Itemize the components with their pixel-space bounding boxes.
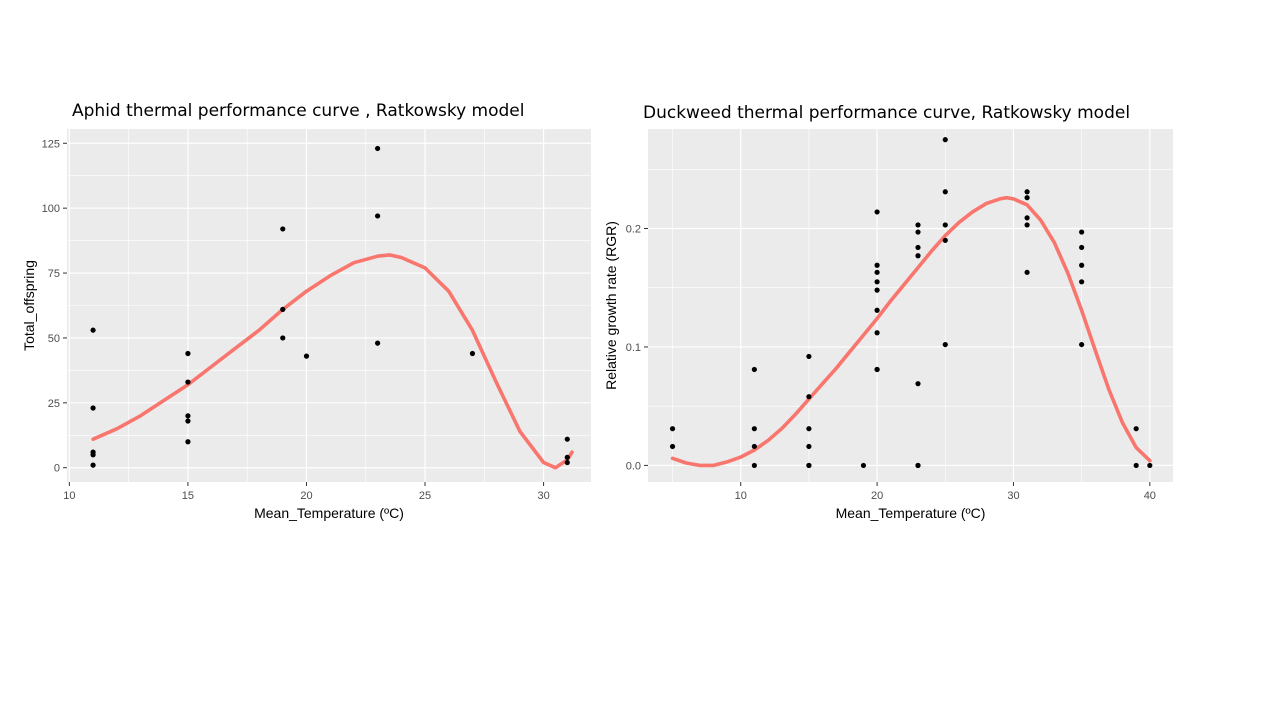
data-point: [942, 341, 948, 348]
data-point: [90, 462, 96, 468]
data-point: [806, 394, 812, 400]
x-tick-label: 25: [419, 490, 431, 502]
data-point: [564, 436, 570, 442]
data-point: [564, 459, 570, 466]
data-point: [564, 454, 570, 460]
data-point: [90, 452, 96, 458]
data-point: [1024, 269, 1030, 275]
data-point: [915, 381, 921, 387]
data-point: [375, 145, 381, 152]
x-tick-label: 40: [1144, 490, 1156, 502]
x-tick-label: 15: [182, 490, 194, 502]
data-point: [942, 237, 948, 243]
data-point: [469, 350, 476, 357]
data-point: [874, 279, 880, 285]
data-point: [375, 213, 381, 219]
data-point: [806, 353, 812, 360]
data-point: [915, 462, 921, 469]
data-point: [90, 405, 96, 411]
aphid-chart: 10 15 20 25 30 0 25 50 75 100 125 Aphid thermal per…: [21, 101, 591, 521]
chart-title: Duckweed thermal performance curve, Ratk…: [643, 103, 1130, 123]
data-point: [751, 462, 757, 469]
data-point: [874, 209, 880, 215]
data-point: [185, 418, 191, 424]
data-point: [280, 335, 286, 341]
y-tick-label: 0.1: [626, 342, 641, 354]
y-tick-label: 100: [42, 203, 60, 215]
y-tick-label: 0.0: [626, 460, 641, 472]
data-point: [303, 353, 310, 359]
data-point: [185, 439, 191, 445]
data-point: [751, 443, 757, 450]
data-point: [874, 262, 880, 268]
data-point: [669, 426, 676, 432]
y-tick-label: 0.2: [626, 224, 641, 236]
data-point: [185, 413, 191, 419]
data-point: [751, 366, 757, 373]
data-point: [915, 244, 921, 251]
y-tick-label: 125: [42, 138, 60, 150]
data-point: [1079, 262, 1085, 268]
y-tick-label: 25: [48, 398, 60, 410]
data-point: [874, 366, 880, 373]
x-tick-label: 20: [871, 490, 883, 502]
x-tick-label: 10: [63, 490, 75, 502]
y-tick-label: 50: [48, 333, 60, 345]
x-tick-label: 10: [735, 490, 747, 502]
chart-title: Aphid thermal performance curve , Ratkow…: [72, 101, 524, 121]
data-point: [1133, 462, 1139, 469]
data-point: [874, 287, 880, 293]
data-point: [942, 189, 948, 195]
model-curve-line: [91, 253, 574, 470]
data-point: [915, 222, 921, 228]
data-point: [915, 229, 921, 235]
data-point: [942, 137, 948, 143]
data-point: [915, 253, 921, 259]
data-point: [874, 269, 880, 275]
y-axis-label: Relative growth rate (RGR): [603, 221, 619, 390]
data-point: [280, 306, 286, 312]
data-point: [1024, 215, 1030, 221]
y-tick-label: 75: [48, 268, 60, 280]
duckweed-chart: 10 20 30 40 0.0 0.1 0.2 Duckweed thermal perfor…: [603, 103, 1173, 521]
x-tick-label: 20: [300, 490, 312, 502]
y-axis-label: Total_offspring: [21, 260, 37, 351]
data-point: [874, 307, 880, 313]
data-point: [185, 379, 191, 385]
plot-panel: [648, 129, 1173, 482]
data-point: [1079, 244, 1085, 251]
data-point: [874, 330, 880, 336]
data-point: [806, 462, 812, 469]
data-point: [806, 426, 812, 432]
data-point: [806, 443, 812, 450]
data-point: [185, 350, 191, 357]
data-point: [669, 443, 676, 450]
data-point: [1079, 341, 1085, 348]
data-point: [1079, 279, 1085, 285]
data-point: [1024, 222, 1030, 228]
x-tick-label: 30: [1007, 490, 1019, 502]
model-curve-line: [670, 195, 1152, 468]
data-point: [1024, 195, 1030, 201]
x-axis-label: Mean_Temperature (ºC): [836, 505, 986, 521]
data-point: [942, 222, 948, 228]
data-point: [375, 340, 381, 346]
data-point: [751, 426, 757, 432]
data-point: [280, 226, 286, 232]
data-point: [1079, 229, 1085, 235]
data-point: [1147, 462, 1153, 469]
data-point: [860, 462, 867, 469]
data-point: [1133, 426, 1139, 432]
x-axis-label: Mean_Temperature (ºC): [254, 505, 404, 521]
y-tick-label: 0: [54, 463, 60, 475]
data-point: [90, 327, 96, 333]
data-point: [1024, 189, 1030, 195]
x-tick-label: 30: [537, 490, 549, 502]
